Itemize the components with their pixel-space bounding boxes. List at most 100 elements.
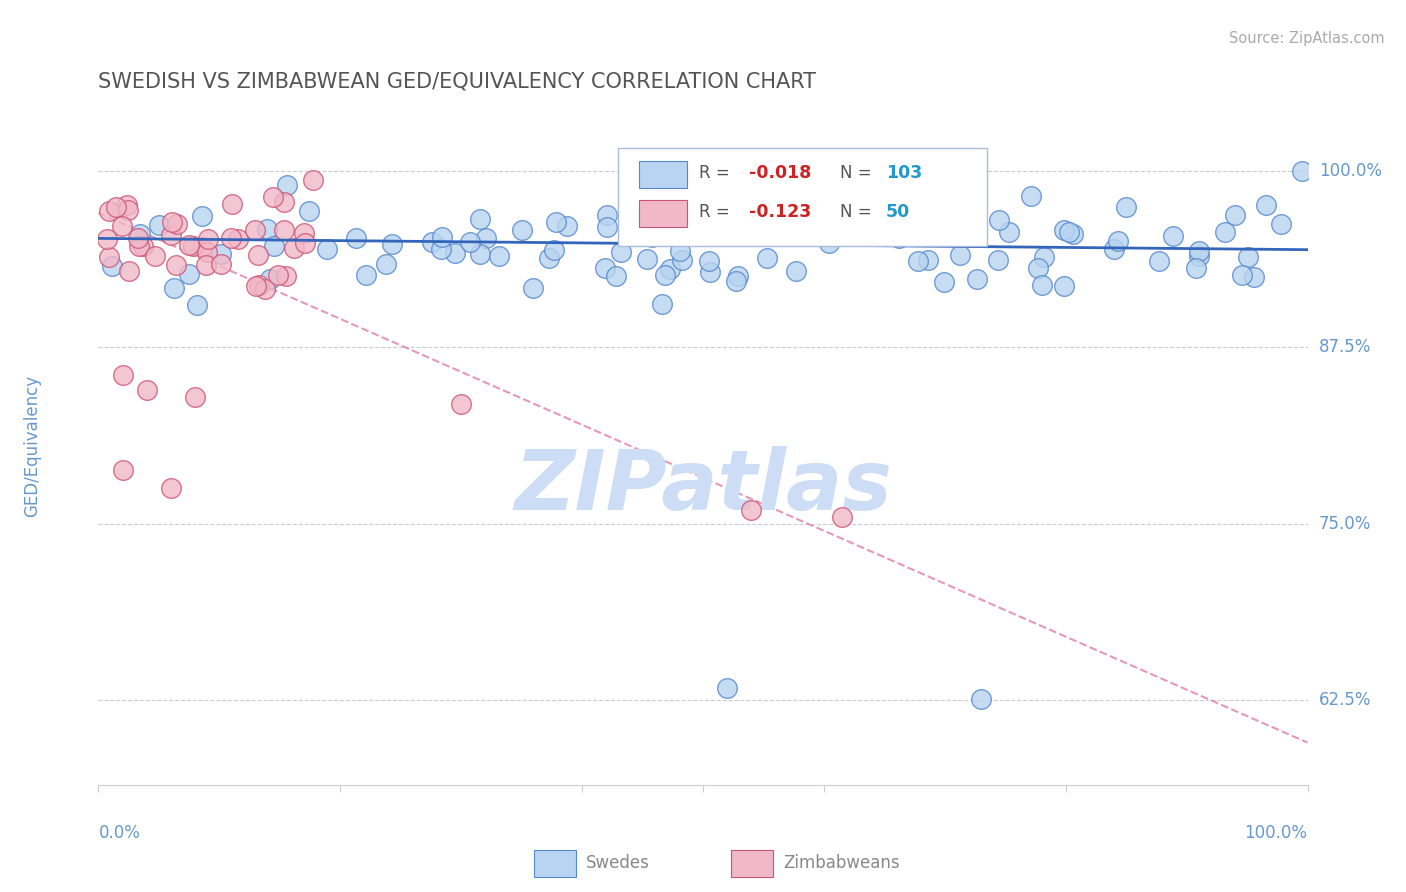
Point xyxy=(184,390,207,404)
Point xyxy=(724,274,747,288)
Point xyxy=(510,223,533,237)
Text: -0.018: -0.018 xyxy=(749,164,811,182)
Point xyxy=(716,681,738,695)
Point xyxy=(195,258,218,272)
Point xyxy=(593,260,616,275)
Point xyxy=(458,235,481,249)
Point xyxy=(907,254,929,268)
Point xyxy=(259,272,281,286)
Point xyxy=(1270,217,1292,231)
Text: 50: 50 xyxy=(886,203,910,221)
Point xyxy=(1223,208,1246,222)
Text: 100.0%: 100.0% xyxy=(1244,824,1308,842)
Point xyxy=(263,239,285,253)
Point xyxy=(831,509,853,524)
Point xyxy=(1053,279,1076,293)
Text: -0.123: -0.123 xyxy=(749,203,811,221)
Point xyxy=(266,268,288,282)
Point xyxy=(430,230,453,244)
Point xyxy=(160,482,183,496)
Bar xyxy=(638,200,688,227)
Point xyxy=(143,249,166,263)
Point xyxy=(276,178,298,193)
Point xyxy=(1254,198,1277,212)
Point xyxy=(756,251,779,265)
Point xyxy=(970,691,993,706)
Point xyxy=(1102,242,1125,256)
Point xyxy=(273,194,295,209)
Point xyxy=(127,231,149,245)
Point xyxy=(1057,225,1080,239)
Point xyxy=(949,248,972,262)
Point xyxy=(648,229,671,244)
Point xyxy=(186,298,208,312)
Point xyxy=(1031,277,1053,292)
Point xyxy=(97,251,120,265)
Point xyxy=(669,244,692,259)
Point xyxy=(681,204,703,219)
Point xyxy=(315,242,337,256)
Point xyxy=(430,243,453,257)
Point xyxy=(1213,225,1236,239)
Point xyxy=(725,218,748,232)
Point xyxy=(636,252,658,266)
Point xyxy=(900,225,922,239)
Point xyxy=(1243,269,1265,284)
Point xyxy=(381,236,404,251)
Point xyxy=(887,231,910,245)
Point xyxy=(420,235,443,250)
Point xyxy=(118,264,141,278)
Point xyxy=(546,215,568,229)
Point xyxy=(245,278,267,293)
Point xyxy=(665,223,688,237)
Point xyxy=(160,214,183,228)
Text: ZIPatlas: ZIPatlas xyxy=(515,446,891,527)
Point xyxy=(543,243,565,257)
Point xyxy=(1237,250,1260,264)
Text: R =: R = xyxy=(699,203,735,221)
Point xyxy=(744,222,766,236)
Text: Source: ZipAtlas.com: Source: ZipAtlas.com xyxy=(1229,31,1385,46)
Point xyxy=(160,228,183,243)
Point xyxy=(960,211,983,226)
Text: Zimbabweans: Zimbabweans xyxy=(783,854,900,871)
Point xyxy=(912,208,935,222)
Point xyxy=(671,252,693,267)
Point xyxy=(344,231,367,245)
FancyBboxPatch shape xyxy=(619,148,987,246)
Point xyxy=(245,223,267,237)
Text: R =: R = xyxy=(699,164,735,182)
Point xyxy=(166,217,188,231)
Point xyxy=(596,219,619,234)
Point xyxy=(699,265,721,279)
Point xyxy=(1161,229,1184,244)
Text: 103: 103 xyxy=(886,164,922,182)
Point xyxy=(727,269,749,284)
Point xyxy=(654,268,676,282)
Point xyxy=(537,252,560,266)
Point xyxy=(605,268,627,283)
Text: 87.5%: 87.5% xyxy=(1319,338,1371,356)
Point xyxy=(256,222,278,236)
Point xyxy=(859,168,882,182)
Point xyxy=(128,239,150,253)
Point xyxy=(298,204,321,219)
Point xyxy=(987,213,1010,227)
Point xyxy=(1115,200,1137,214)
Point xyxy=(596,208,619,222)
Point xyxy=(651,296,673,310)
Point xyxy=(262,190,284,204)
Point xyxy=(886,198,908,212)
Point xyxy=(1033,250,1056,264)
Point xyxy=(294,236,316,251)
Point xyxy=(987,252,1010,267)
Point xyxy=(997,225,1019,239)
Point xyxy=(165,258,187,272)
Point xyxy=(470,246,492,260)
Point xyxy=(1230,268,1253,282)
Point xyxy=(111,463,134,477)
Point xyxy=(932,276,955,290)
Point xyxy=(957,220,980,235)
Point xyxy=(131,239,153,253)
Point xyxy=(195,244,218,259)
